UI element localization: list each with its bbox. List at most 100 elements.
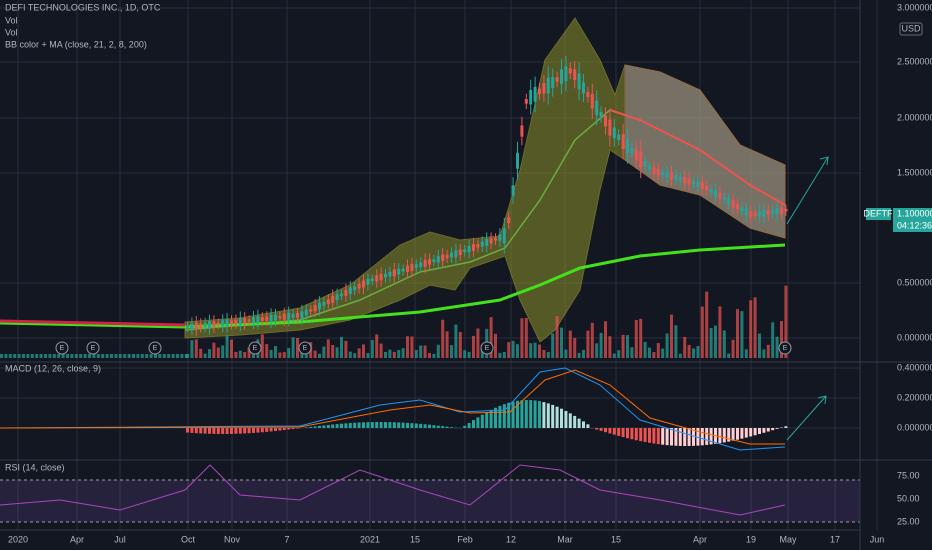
histogram-bar <box>208 428 211 434</box>
histogram-bar <box>656 428 660 445</box>
histogram-bar <box>612 428 616 435</box>
signal-line <box>0 369 785 445</box>
histogram-bar <box>485 412 489 428</box>
rsi-label: RSI (14, close) <box>5 462 65 472</box>
currency-box[interactable] <box>899 22 923 36</box>
histogram-bar <box>357 422 361 428</box>
volume-bar <box>784 285 788 358</box>
volume-bar <box>335 347 339 358</box>
candle-body <box>599 111 603 117</box>
histogram-bar <box>256 428 260 433</box>
earnings-marker <box>86 341 100 355</box>
macd-tick: 0.000000 <box>897 422 932 432</box>
volume-bar <box>118 354 122 358</box>
candle-body <box>274 314 277 321</box>
volume-bar <box>123 354 127 358</box>
volume-bar <box>344 340 348 358</box>
earnings-marker <box>55 341 69 355</box>
volume-bar <box>551 333 555 358</box>
candle-body <box>379 273 383 281</box>
volume-bar <box>472 335 475 358</box>
histogram-bar <box>344 423 348 428</box>
volume-bar <box>520 318 524 358</box>
histogram-bar <box>538 401 541 428</box>
candle-body <box>269 314 273 322</box>
candle-body <box>608 119 612 136</box>
candle-body <box>489 238 493 244</box>
candle-body <box>463 249 467 253</box>
histogram-bar <box>643 428 647 443</box>
volume-bar <box>96 354 100 358</box>
candle-body <box>687 178 691 185</box>
candle-body <box>586 92 590 98</box>
candle-body <box>392 269 396 277</box>
volume-bar <box>61 354 65 358</box>
ma-200-old <box>0 319 186 327</box>
bb-basis-down <box>609 109 786 206</box>
histogram-bar <box>639 428 643 442</box>
candle-body <box>260 317 264 322</box>
earnings-letter: E <box>60 345 65 352</box>
histogram-bar <box>502 404 506 428</box>
histogram-bar <box>692 428 695 446</box>
candle-body <box>736 204 739 210</box>
volume-bar <box>83 354 87 358</box>
candle-body <box>718 192 722 200</box>
volume-bar <box>494 333 497 358</box>
volume-bar <box>736 309 739 358</box>
volume-bar <box>731 339 735 358</box>
candle-body <box>643 161 647 167</box>
candle-body <box>577 73 581 90</box>
candle-body <box>749 211 753 218</box>
candle-body <box>436 256 440 263</box>
candle-body <box>590 93 594 109</box>
candle-body <box>397 268 401 275</box>
volume-bar <box>114 354 118 358</box>
histogram-bar <box>274 428 277 431</box>
rsi-tick: 25.00 <box>897 516 920 526</box>
volume-bar <box>132 354 135 358</box>
candle-body <box>388 271 392 277</box>
volume-bar <box>577 352 581 358</box>
time-tick: 15 <box>611 534 621 544</box>
volume-bar <box>678 353 682 358</box>
histogram-bar <box>586 424 590 428</box>
volume-bar <box>753 297 757 358</box>
volume-bar <box>127 354 131 358</box>
candle-body <box>533 86 537 102</box>
volume-bar <box>184 354 188 358</box>
volume-bar <box>533 342 537 358</box>
histogram-bar <box>428 424 431 428</box>
candle-body <box>678 176 682 181</box>
volume-bar <box>670 314 673 358</box>
candle-body <box>366 279 370 285</box>
histogram-bar <box>212 428 216 434</box>
histogram-bar <box>419 423 423 428</box>
volume-bar <box>507 342 511 358</box>
candle-body <box>432 259 436 262</box>
candle-body <box>410 264 414 271</box>
histogram-bar <box>678 428 682 446</box>
candle-body <box>309 309 313 312</box>
legend-vol: Vol <box>5 27 18 37</box>
candle-body <box>194 322 198 330</box>
candle-body <box>441 254 445 262</box>
volume-bar <box>35 354 39 358</box>
earnings-marker <box>480 341 494 355</box>
candle-body <box>617 134 621 140</box>
candle-body <box>762 209 766 217</box>
candle-body <box>199 323 203 328</box>
volume-bar <box>180 354 184 358</box>
price-tick: 2.000000 <box>897 112 932 122</box>
volume-bar <box>428 352 431 358</box>
currency[interactable]: USD <box>901 23 921 33</box>
histogram-bar <box>216 428 220 434</box>
candle-body <box>560 69 563 84</box>
candle-body <box>546 77 550 94</box>
candle-body <box>775 207 779 215</box>
time-tick: Jun <box>870 534 885 544</box>
histogram-bar <box>595 428 599 430</box>
histogram-bar <box>546 403 550 428</box>
histogram-bar <box>608 428 612 434</box>
earnings-marker <box>778 341 792 355</box>
